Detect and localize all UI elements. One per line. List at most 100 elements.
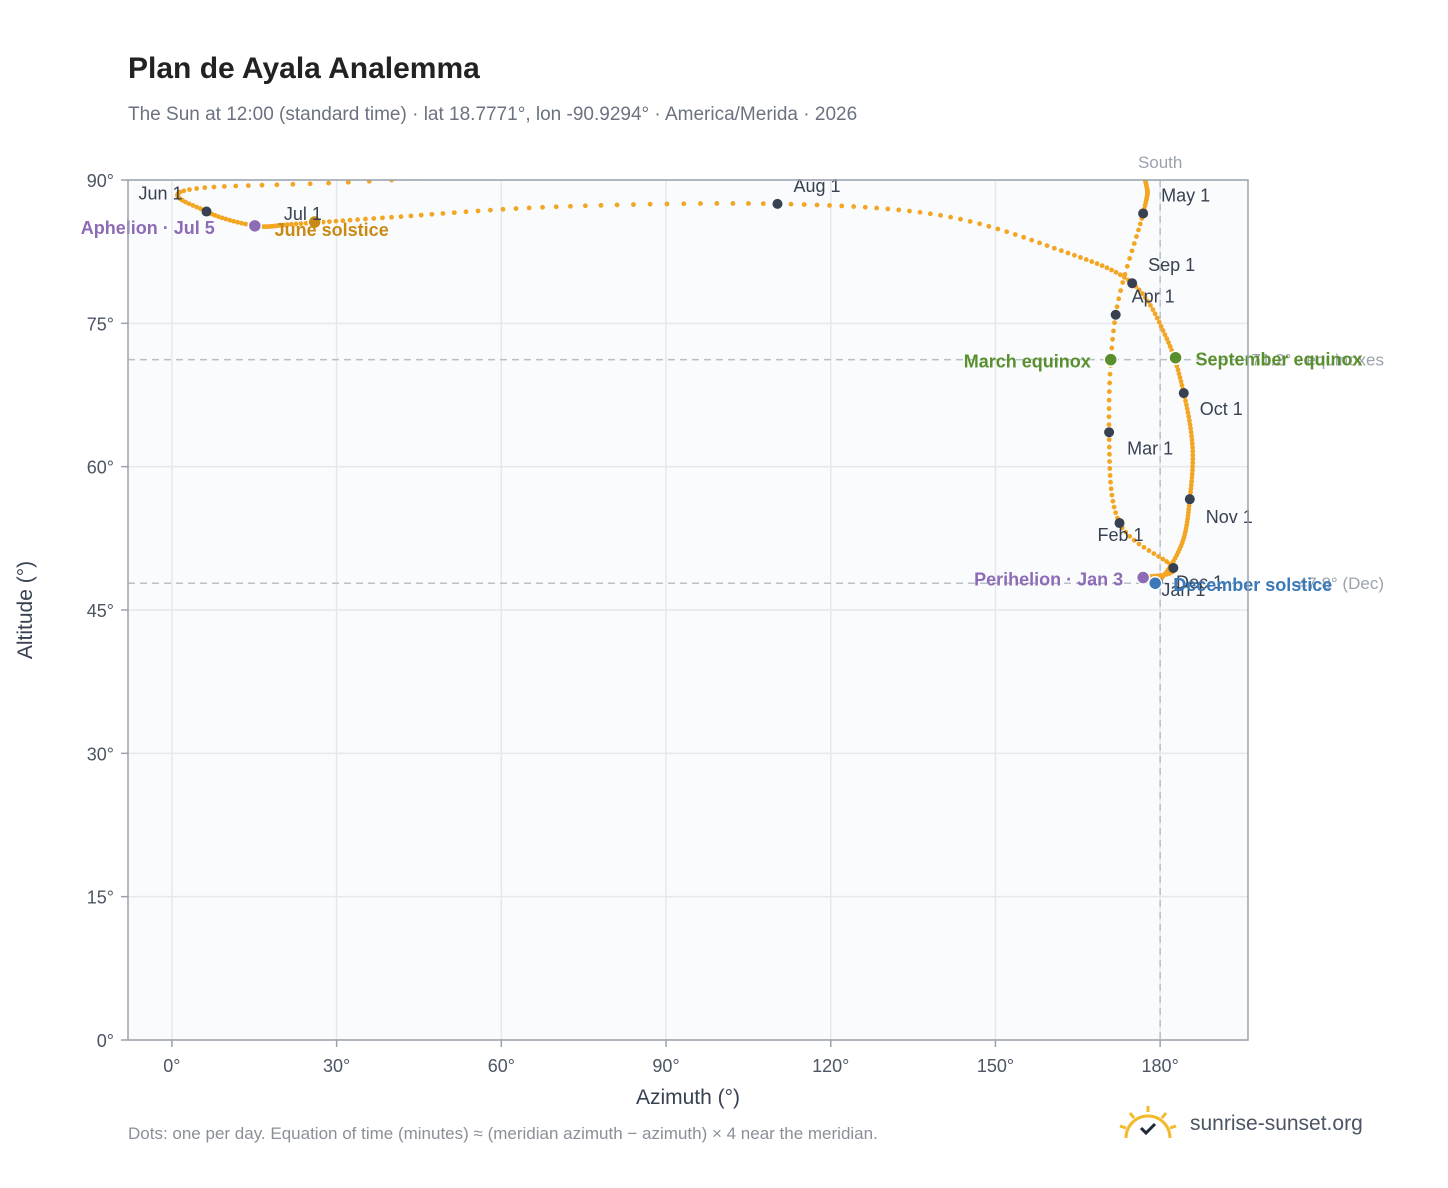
daily-sun-dot [1136, 227, 1141, 233]
daily-sun-dot [1089, 259, 1095, 264]
month-label: Aug 1 [793, 176, 840, 196]
daily-sun-dot [245, 183, 251, 188]
daily-sun-dot [211, 184, 217, 190]
daily-sun-dot [986, 223, 992, 229]
daily-sun-dot [183, 199, 188, 205]
daily-sun-dot [1112, 320, 1117, 326]
daily-sun-dot [1190, 452, 1196, 458]
daily-sun-dot [219, 215, 225, 221]
daily-sun-dot [907, 208, 912, 214]
daily-sun-dot [802, 150, 807, 155]
daily-sun-dot [1187, 422, 1193, 427]
daily-sun-dot [1109, 267, 1114, 273]
daily-sun-dot [1142, 294, 1148, 300]
daily-sun-dot [1051, 245, 1057, 251]
daily-sun-dot [897, 145, 902, 150]
daily-sun-dot [1162, 332, 1168, 338]
daily-sun-dot [1176, 371, 1182, 377]
daily-sun-dot [1129, 248, 1135, 254]
daily-sun-dot [418, 212, 424, 218]
daily-sun-dot [896, 207, 902, 213]
chart-title: Plan de Ayala Analemma [128, 52, 480, 85]
daily-sun-dot [1120, 151, 1125, 156]
daily-sun-dot [441, 174, 446, 179]
daily-sun-dot [1136, 541, 1142, 547]
daily-sun-dot [1156, 554, 1161, 559]
daily-sun-dot [235, 219, 241, 225]
daily-sun-dot [345, 180, 351, 185]
daily-sun-dot [1189, 433, 1194, 439]
daily-sun-dot [290, 181, 296, 187]
daily-sun-dot [1109, 492, 1115, 498]
brand[interactable]: sunrise-sunset.org [1118, 1104, 1388, 1146]
daily-sun-dot [606, 163, 611, 168]
daily-sun-dot [801, 202, 807, 207]
daily-sun-dot [1127, 256, 1133, 261]
x-tick-label: 60° [488, 1056, 515, 1076]
daily-sun-dot [1118, 288, 1124, 294]
event-marker [1103, 352, 1118, 367]
daily-sun-dot [1184, 406, 1190, 412]
daily-sun-dot [1113, 510, 1119, 516]
daily-sun-dot [1189, 479, 1195, 484]
daily-sun-dot [1123, 529, 1129, 535]
daily-sun-dot [948, 214, 953, 220]
month-label: Mar 1 [1127, 438, 1173, 458]
daily-sun-dot [958, 142, 963, 147]
daily-sun-dot [475, 208, 481, 214]
daily-sun-dot [1121, 274, 1127, 280]
daily-sun-dot [1120, 280, 1126, 285]
daily-sun-dot [1037, 240, 1042, 246]
month-label: Jul 1 [284, 204, 322, 224]
daily-sun-dot [1188, 489, 1193, 495]
daily-sun-dot [828, 149, 833, 154]
daily-sun-dot [540, 204, 545, 210]
daily-sun-dot [1012, 232, 1018, 237]
daily-sun-dot [743, 154, 748, 159]
daily-sun-dot [326, 180, 331, 186]
daily-sun-dot [1125, 157, 1130, 162]
daily-sun-dot [1106, 437, 1112, 443]
month-marker [201, 206, 212, 217]
daily-sun-dot [1164, 336, 1170, 342]
event-label: Perihelion · Jan 3 [974, 570, 1123, 590]
footnote: Dots: one per day. Equation of time (min… [128, 1124, 878, 1143]
daily-sun-dot [440, 211, 446, 216]
daily-sun-dot [1107, 473, 1113, 478]
daily-sun-dot [451, 210, 457, 216]
daily-sun-dot [1160, 556, 1166, 562]
daily-sun-dot [1106, 397, 1112, 403]
daily-sun-dot [852, 148, 857, 153]
x-tick-label: 120° [812, 1056, 849, 1076]
daily-sun-dot [1188, 486, 1194, 492]
daily-sun-dot [355, 217, 360, 222]
daily-sun-dot [347, 217, 353, 223]
daily-sun-dot [1190, 448, 1196, 454]
daily-sun-dot [221, 184, 227, 189]
daily-sun-dot [1110, 498, 1116, 504]
daily-sun-dot [1108, 486, 1114, 492]
daily-sun-dot [1111, 328, 1116, 334]
daily-sun-dot [307, 181, 313, 187]
daily-sun-dot [1110, 336, 1115, 342]
daily-sun-dot [919, 144, 924, 149]
daily-sun-dot [760, 201, 766, 207]
month-label: Apr 1 [1132, 287, 1175, 307]
daily-sun-dot [536, 168, 541, 173]
daily-sun-dot [1190, 464, 1196, 469]
daily-sun-dot [927, 211, 933, 217]
daily-sun-dot [1177, 375, 1183, 380]
daily-sun-dot [1183, 398, 1188, 404]
daily-sun-dot [1137, 221, 1143, 227]
daily-sun-dot [1039, 139, 1044, 144]
daily-sun-dot [389, 214, 394, 220]
daily-sun-dot [274, 182, 280, 188]
daily-sun-dot [239, 220, 244, 226]
daily-sun-dot [676, 159, 681, 164]
daily-sun-dot [839, 203, 845, 209]
daily-sun-dot [1094, 261, 1100, 267]
x-tick-label: 90° [652, 1056, 679, 1076]
daily-sun-dot [1021, 234, 1027, 240]
daily-sun-dot [827, 203, 832, 208]
